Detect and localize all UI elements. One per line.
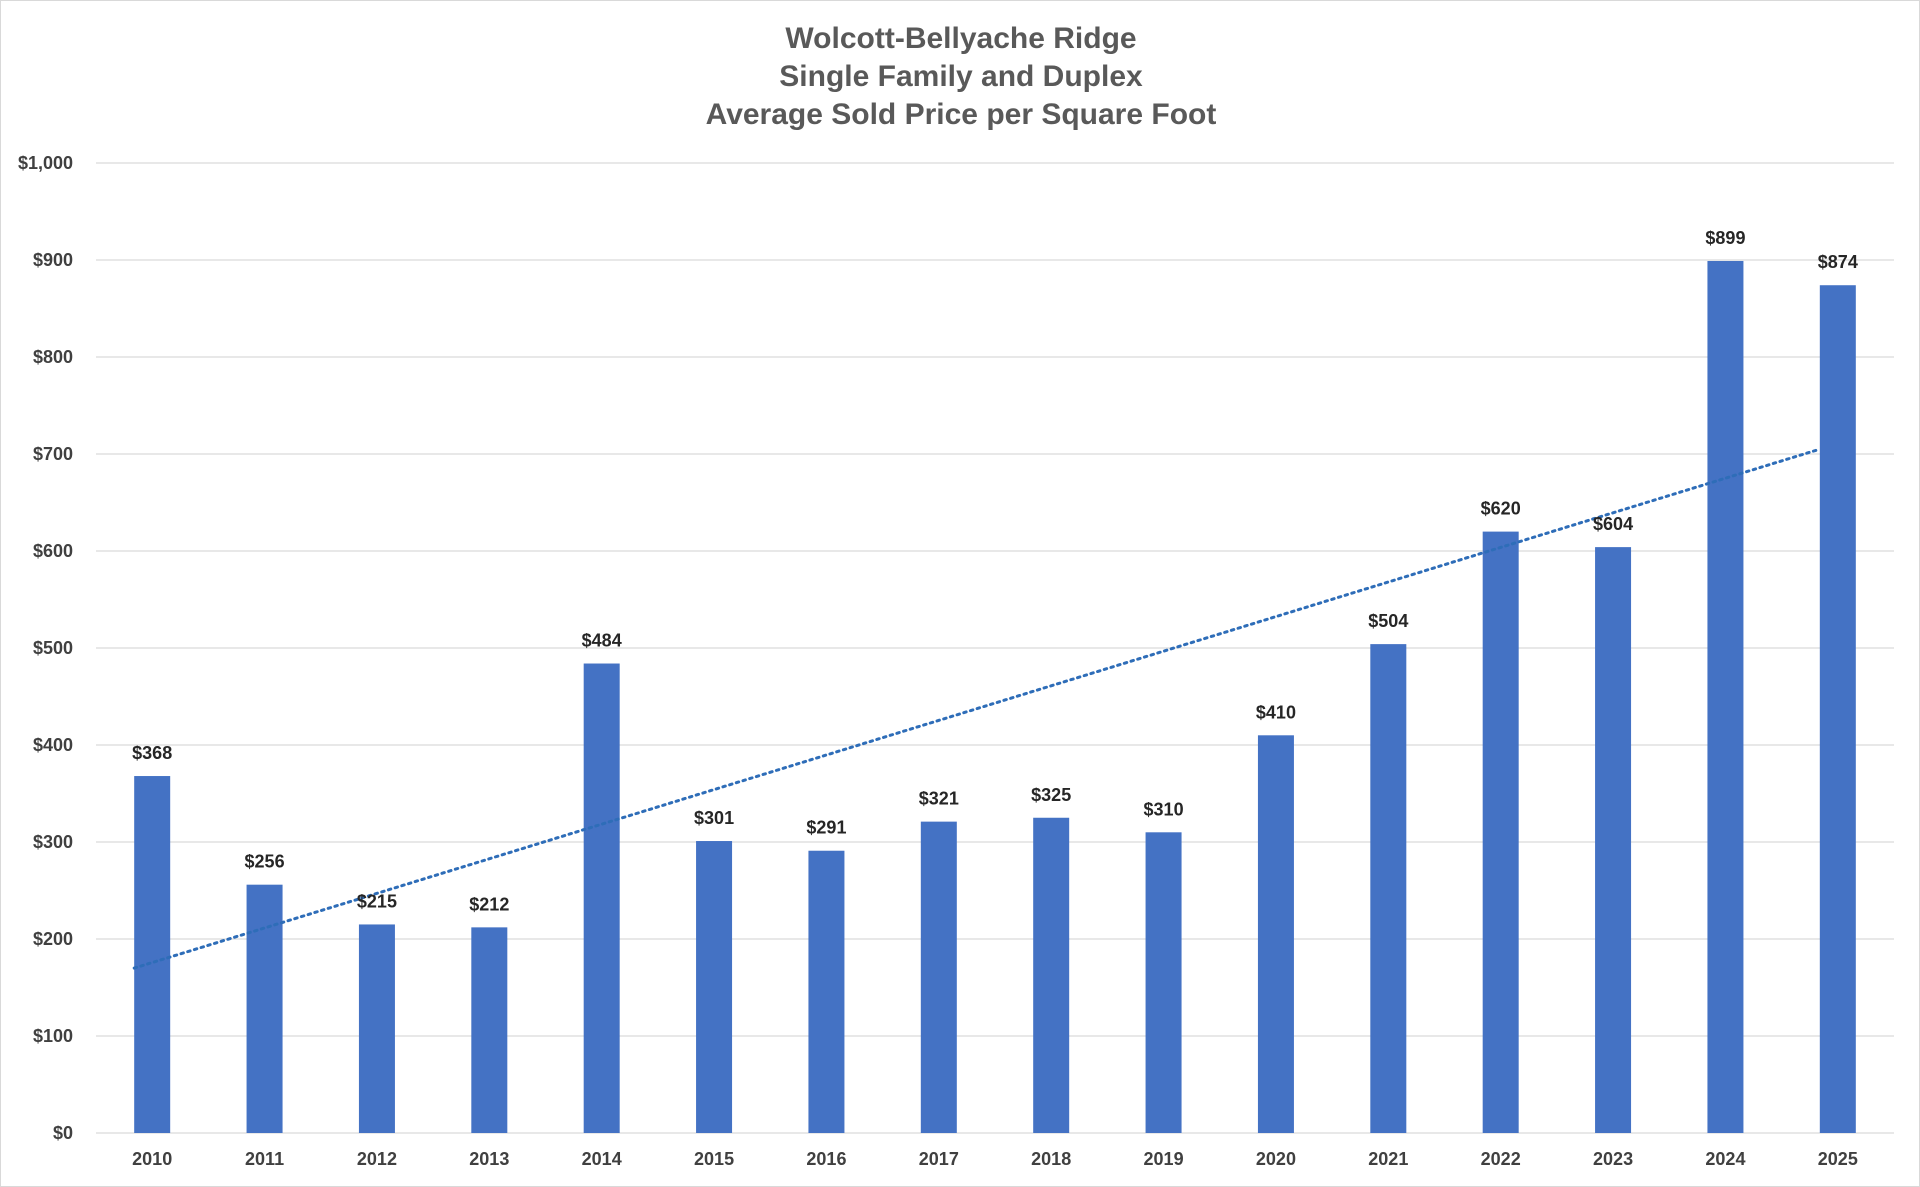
data-label: $291 bbox=[806, 818, 846, 838]
chart-title-line: Wolcott-Bellyache Ridge bbox=[785, 22, 1136, 55]
chart-title-line: Single Family and Duplex bbox=[779, 60, 1143, 93]
x-tick-label: 2011 bbox=[245, 1149, 284, 1169]
bar bbox=[471, 927, 508, 1133]
x-tick-label: 2025 bbox=[1818, 1149, 1858, 1169]
bar bbox=[358, 924, 395, 1133]
bar bbox=[1257, 735, 1294, 1133]
x-tick-label: 2019 bbox=[1144, 1149, 1184, 1169]
y-tick-label: $900 bbox=[33, 250, 73, 270]
x-tick-label: 2016 bbox=[806, 1149, 846, 1169]
gridlines bbox=[96, 162, 1894, 1134]
x-tick-label: 2021 bbox=[1368, 1149, 1408, 1169]
data-label: $301 bbox=[694, 808, 734, 828]
bar bbox=[1370, 644, 1407, 1133]
bar bbox=[583, 663, 620, 1133]
x-tick-label: 2024 bbox=[1705, 1149, 1745, 1169]
data-label: $215 bbox=[357, 891, 397, 911]
data-label: $604 bbox=[1593, 514, 1633, 534]
bar bbox=[1482, 531, 1519, 1133]
y-tick-label: $300 bbox=[33, 832, 73, 852]
data-label: $256 bbox=[245, 852, 285, 872]
data-label: $410 bbox=[1256, 702, 1296, 722]
x-tick-label: 2013 bbox=[469, 1149, 509, 1169]
x-tick-label: 2018 bbox=[1031, 1149, 1071, 1169]
bar bbox=[1819, 285, 1856, 1134]
bar bbox=[808, 850, 845, 1133]
trendline-group bbox=[132, 447, 1822, 970]
data-label: $504 bbox=[1368, 611, 1408, 631]
y-tick-label: $600 bbox=[33, 541, 73, 561]
y-tick-label: $100 bbox=[33, 1026, 73, 1046]
data-label: $368 bbox=[132, 743, 172, 763]
x-tick-label: 2020 bbox=[1256, 1149, 1296, 1169]
data-label: $310 bbox=[1144, 799, 1184, 819]
bar bbox=[1033, 817, 1070, 1133]
data-label: $874 bbox=[1818, 252, 1858, 272]
bar bbox=[134, 776, 171, 1133]
bars bbox=[134, 260, 1856, 1134]
bar bbox=[920, 821, 957, 1133]
x-tick-label: 2012 bbox=[357, 1149, 397, 1169]
x-tick-label: 2010 bbox=[132, 1149, 172, 1169]
x-tick-label: 2022 bbox=[1481, 1149, 1521, 1169]
y-tick-label: $400 bbox=[33, 735, 73, 755]
data-label: $212 bbox=[469, 894, 509, 914]
chart-title: Wolcott-Bellyache Ridge Single Family and… bbox=[706, 22, 1217, 131]
y-tick-label: $1,000 bbox=[18, 153, 73, 173]
y-tick-label: $700 bbox=[33, 444, 73, 464]
data-label: $321 bbox=[919, 789, 959, 809]
data-label: $620 bbox=[1481, 499, 1521, 519]
y-tick-label: $200 bbox=[33, 929, 73, 949]
x-tick-label: 2014 bbox=[582, 1149, 622, 1169]
data-label: $325 bbox=[1031, 785, 1071, 805]
bar bbox=[1145, 832, 1182, 1133]
x-tick-label: 2017 bbox=[919, 1149, 959, 1169]
data-label: $899 bbox=[1705, 228, 1745, 248]
x-axis-ticks: 2010 2011 2012 2013 2014 2015 2016 2017 2018 2019… bbox=[132, 1149, 1858, 1169]
bar bbox=[1707, 260, 1744, 1134]
y-axis-ticks: $0 $100 $200 $300 $400 $500 $600 $700 $800 $900 $1… bbox=[18, 153, 73, 1143]
y-tick-label: $500 bbox=[33, 638, 73, 658]
x-tick-label: 2015 bbox=[694, 1149, 734, 1169]
trendline bbox=[132, 447, 1822, 970]
bar bbox=[1595, 547, 1632, 1133]
bar bbox=[246, 884, 283, 1133]
x-tick-label: 2023 bbox=[1593, 1149, 1633, 1169]
y-tick-label: $0 bbox=[53, 1123, 73, 1143]
data-labels: $368 $256 $215 $212 $484 $301 $291 $321 $325 $310… bbox=[132, 228, 1858, 914]
data-label: $484 bbox=[582, 631, 622, 651]
chart-title-line: Average Sold Price per Square Foot bbox=[706, 98, 1217, 131]
bar bbox=[696, 841, 733, 1133]
y-tick-label: $800 bbox=[33, 347, 73, 367]
